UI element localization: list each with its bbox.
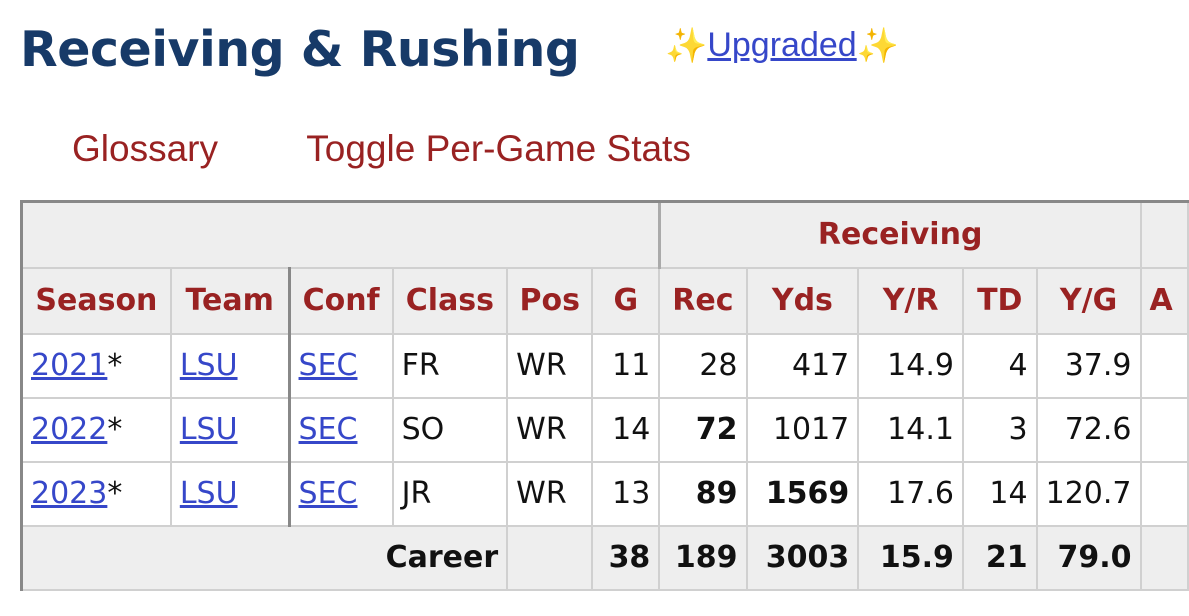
section-header: Receiving & Rushing — [20, 14, 580, 84]
yds-cell: 417 — [745, 332, 860, 399]
col-g[interactable]: G — [591, 266, 661, 335]
conf-cell: SEC — [288, 332, 394, 399]
conf-cell: SEC — [288, 460, 394, 527]
col-pos[interactable]: Pos — [506, 266, 594, 335]
team-cell: LSU — [169, 332, 291, 399]
yr-cell: 17.6 — [857, 460, 964, 527]
col-yr[interactable]: Y/R — [857, 266, 964, 335]
stats-table: Receiving Season Team Conf Class Pos G R… — [19, 200, 1189, 591]
over-header-receiving: Receiving — [657, 200, 1142, 269]
career-yr: 15.9 — [857, 524, 964, 591]
sparkles-icon: ✨ — [856, 26, 900, 65]
season-link[interactable]: 2023 — [31, 476, 108, 511]
col-rec[interactable]: Rec — [658, 266, 748, 335]
col-td[interactable]: TD — [961, 266, 1038, 335]
class-cell: JR — [391, 460, 509, 527]
table-row: 2023* LSU SEC JR WR 13 89 1569 17.6 14 1… — [19, 460, 1189, 527]
career-td: 21 — [961, 524, 1038, 591]
td-cell: 14 — [961, 460, 1038, 527]
career-g: 38 — [591, 524, 661, 591]
col-yg[interactable]: Y/G — [1035, 266, 1142, 335]
yg-cell: 72.6 — [1035, 396, 1142, 463]
yds-cell: 1017 — [745, 396, 860, 463]
pos-cell: WR — [506, 332, 594, 399]
table-controls: Glossary Toggle Per-Game Stats — [72, 128, 691, 170]
g-cell: 13 — [591, 460, 661, 527]
class-cell: SO — [391, 396, 509, 463]
rec-cell: 72 — [658, 396, 748, 463]
yg-cell: 120.7 — [1035, 460, 1142, 527]
toggle-per-game-link[interactable]: Toggle Per-Game Stats — [306, 128, 691, 169]
td-cell: 3 — [961, 396, 1038, 463]
yds-cell: 1569 — [745, 460, 860, 527]
extra-cell — [1139, 332, 1189, 399]
career-blank — [506, 524, 594, 591]
season-marker: * — [107, 476, 123, 511]
yr-cell: 14.1 — [857, 396, 964, 463]
col-conf[interactable]: Conf — [288, 266, 394, 335]
season-cell: 2022* — [19, 396, 172, 463]
season-marker: * — [107, 412, 123, 447]
section-title: Receiving & Rushing — [20, 20, 580, 78]
career-yds: 3003 — [745, 524, 860, 591]
career-rec: 189 — [658, 524, 748, 591]
g-cell: 14 — [591, 396, 661, 463]
glossary-link[interactable]: Glossary — [72, 128, 218, 169]
col-season[interactable]: Season — [19, 266, 172, 335]
table-over-header: Receiving — [20, 200, 1189, 269]
team-link[interactable]: LSU — [179, 412, 238, 447]
extra-cell — [1139, 460, 1189, 527]
conf-link[interactable]: SEC — [298, 476, 358, 511]
td-cell: 4 — [961, 332, 1038, 399]
season-link[interactable]: 2021 — [31, 348, 108, 383]
over-header-blank — [20, 200, 661, 269]
team-cell: LSU — [169, 460, 291, 527]
career-row: Career 38 189 3003 15.9 21 79.0 — [20, 524, 1189, 591]
season-cell: 2021* — [19, 332, 172, 399]
season-link[interactable]: 2022 — [31, 412, 108, 447]
pos-cell: WR — [506, 396, 594, 463]
table-row: 2021* LSU SEC FR WR 11 28 417 14.9 4 37.… — [19, 332, 1189, 399]
season-cell: 2023* — [19, 460, 172, 527]
extra-cell — [1139, 396, 1189, 463]
sparkles-icon: ✨ — [665, 26, 708, 65]
upgraded-link[interactable]: Upgraded — [707, 26, 857, 64]
over-header-blank — [1139, 200, 1189, 269]
table-row: 2022* LSU SEC SO WR 14 72 1017 14.1 3 72… — [19, 396, 1189, 463]
upgraded-badge: ✨ Upgraded ✨ — [665, 26, 899, 65]
team-link[interactable]: LSU — [179, 476, 238, 511]
yr-cell: 14.9 — [857, 332, 964, 399]
conf-link[interactable]: SEC — [298, 348, 358, 383]
pos-cell: WR — [506, 460, 594, 527]
career-yg: 79.0 — [1035, 524, 1142, 591]
rec-cell: 28 — [658, 332, 748, 399]
class-cell: FR — [391, 332, 509, 399]
season-marker: * — [107, 348, 123, 383]
conf-link[interactable]: SEC — [298, 412, 358, 447]
career-label: Career — [20, 524, 509, 591]
col-team[interactable]: Team — [169, 266, 291, 335]
rec-cell: 89 — [658, 460, 748, 527]
team-link[interactable]: LSU — [179, 348, 238, 383]
career-extra — [1139, 524, 1189, 591]
conf-cell: SEC — [288, 396, 394, 463]
col-a[interactable]: A — [1139, 266, 1189, 335]
col-yds[interactable]: Yds — [745, 266, 860, 335]
col-class[interactable]: Class — [391, 266, 509, 335]
g-cell: 11 — [591, 332, 661, 399]
team-cell: LSU — [169, 396, 291, 463]
table-column-header: Season Team Conf Class Pos G Rec Yds Y/R… — [19, 266, 1189, 335]
yg-cell: 37.9 — [1035, 332, 1142, 399]
